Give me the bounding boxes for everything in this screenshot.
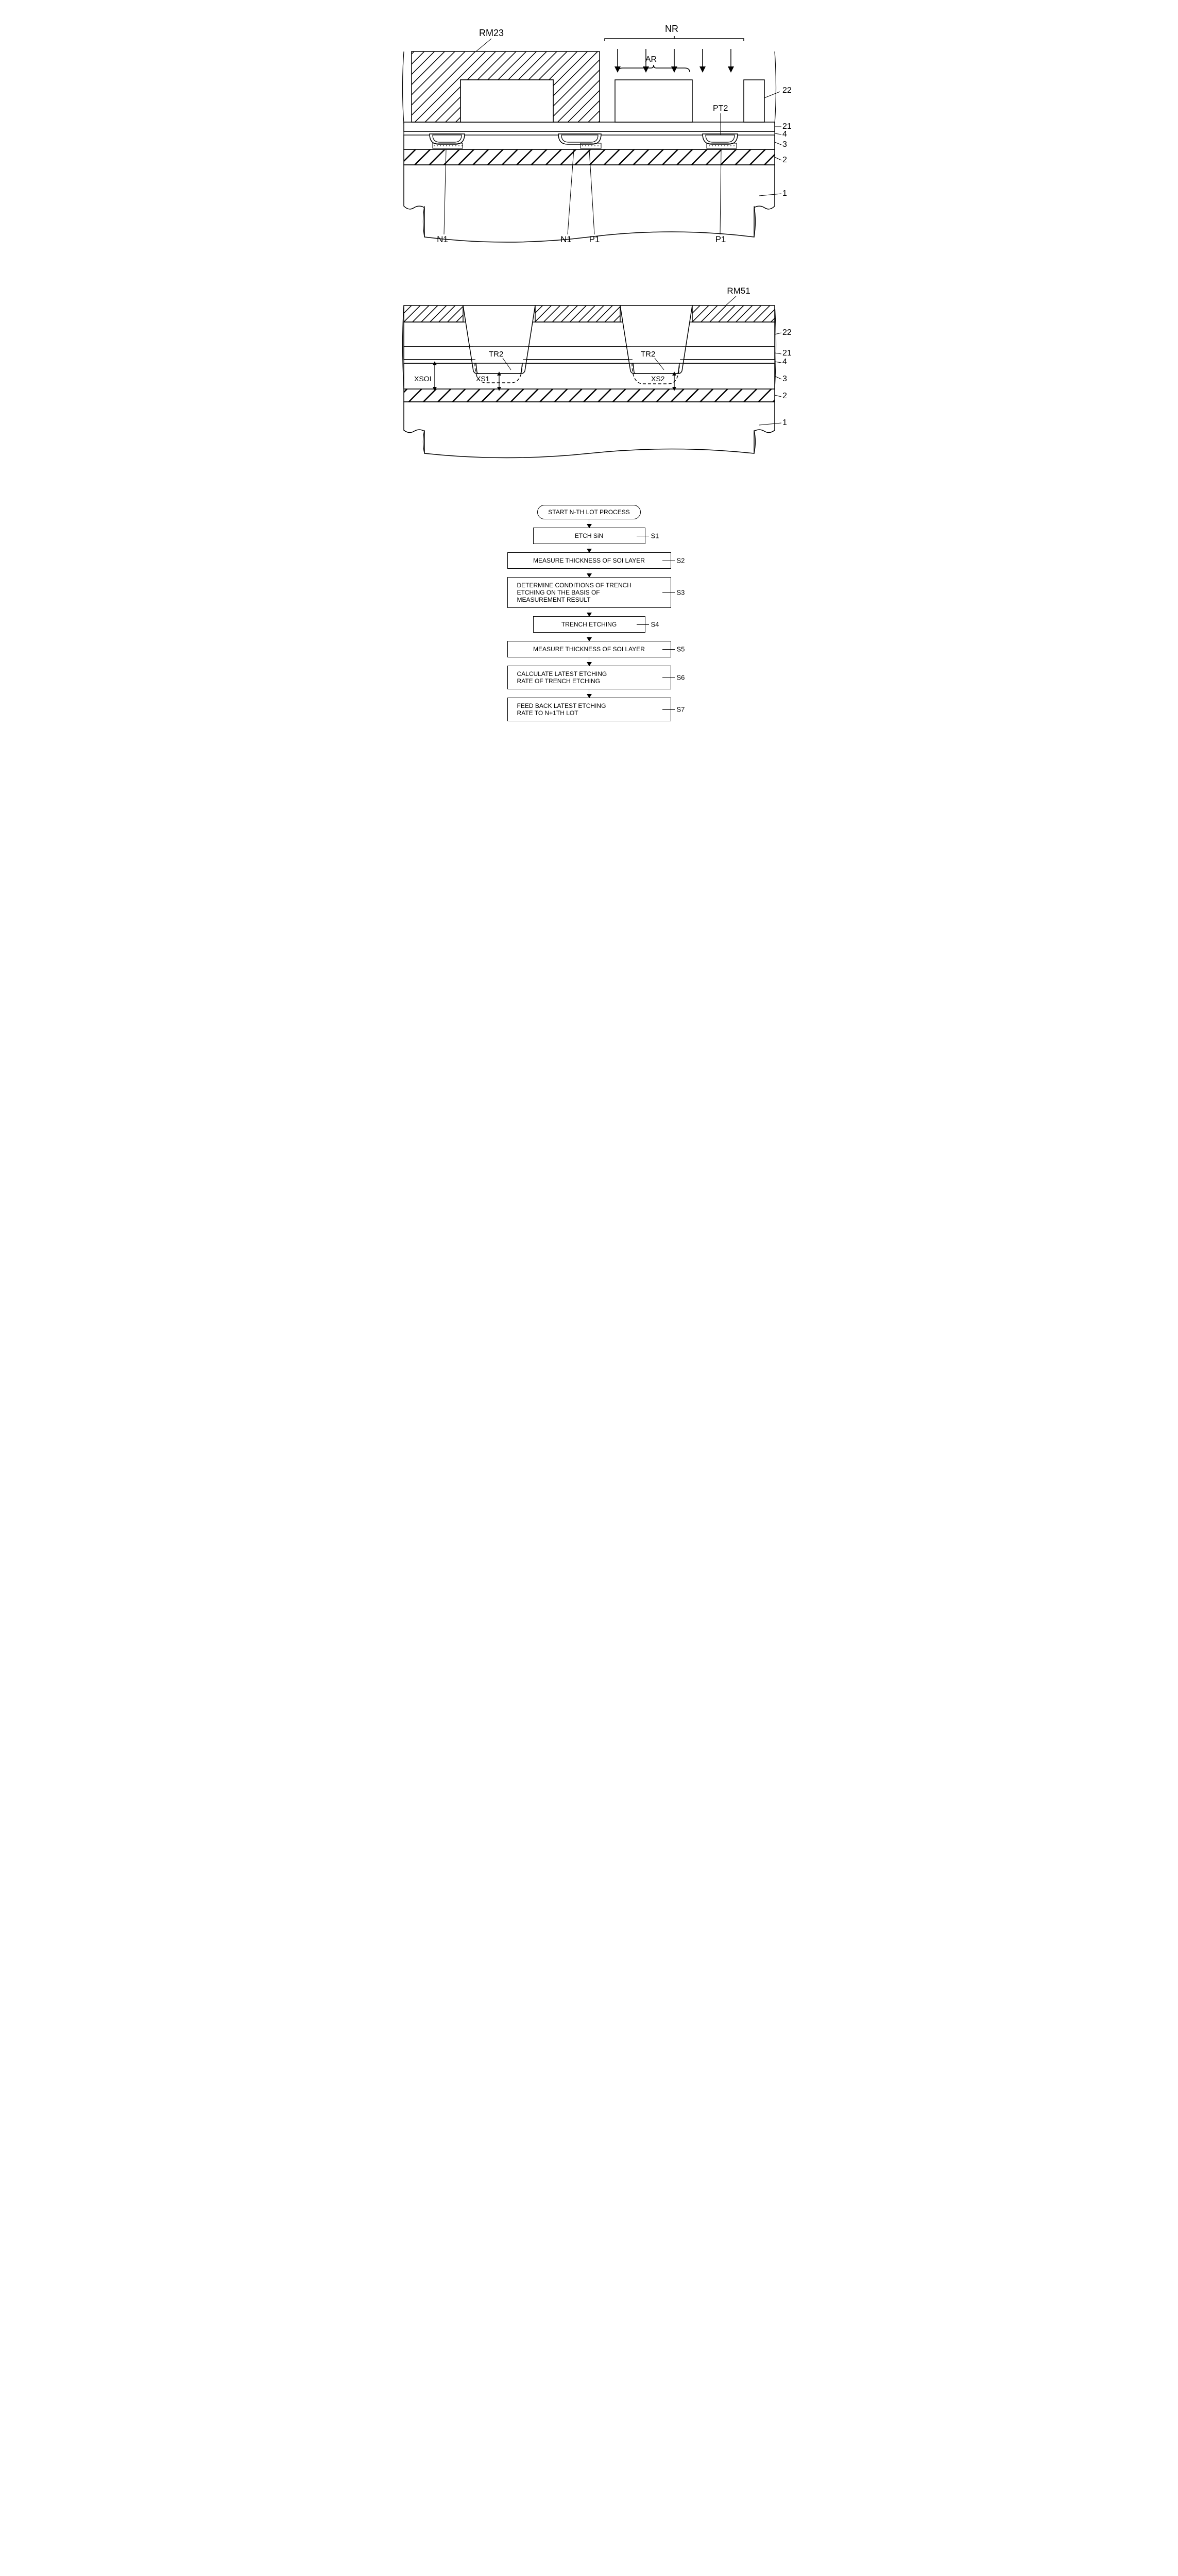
figure-1: NR AR RM23 [383,21,795,250]
flow-step-row: CALCULATE LATEST ETCHING RATE OF TRENCH … [507,666,671,689]
label-22: 22 [782,86,792,95]
nr-arrows [618,49,731,70]
box22-left [460,80,553,122]
rm23-leader [476,39,491,52]
f2-label-xs2: XS2 [651,375,665,383]
f2-label-tr2-left: TR2 [489,350,503,359]
step-leader [637,624,649,625]
well-n1-left-inner [433,135,462,142]
step-label-S7: S7 [677,706,685,714]
dot-mid [581,143,601,148]
label-2: 2 [782,156,787,164]
f2-label-2: 2 [782,392,787,400]
f2-rm51-left [404,306,463,322]
label-nr: NR [665,24,678,34]
label-rm23: RM23 [479,28,503,38]
f2-label-4: 4 [782,358,787,366]
f2-rm51-right [692,306,775,322]
flow-step-row: MEASURE THICKNESS OF SOI LAYERS2 [507,552,671,569]
flow-step-box-S2: MEASURE THICKNESS OF SOI LAYER [507,552,671,569]
dot-left [433,143,463,148]
step-label-S4: S4 [651,621,659,629]
step-label-S1: S1 [651,532,659,540]
flow-step-box-S5: MEASURE THICKNESS OF SOI LAYER [507,641,671,657]
flow-step-box-S4: TRENCH ETCHING [533,616,645,633]
f2-layer4 [404,360,775,363]
label-pt2: PT2 [713,104,728,113]
label-p1-mid: P1 [589,234,600,244]
figure-2-svg: RM51 TR2 TR2 XSOI XS1 XS2 22 [383,281,795,461]
f2-layer22 [404,322,775,347]
flow-step-row: DETERMINE CONDITIONS OF TRENCH ETCHING O… [507,577,671,608]
f2-rm51-mid [535,306,620,322]
flowchart: START N-TH LOT PROCESS ETCH SiN S1 MEASURE… [383,505,795,721]
f2-label-21: 21 [782,349,792,358]
flow-step-row: TRENCH ETCHING S4 [507,616,671,633]
step-leader [662,677,675,678]
step-leader [662,592,675,593]
f2-layer2 [404,389,775,402]
f2-layer3 [404,363,775,389]
ar-brace [618,65,690,72]
step-leader [662,649,675,650]
box22-mid [615,80,692,122]
box22-right [744,80,764,122]
f2-label-1: 1 [782,418,787,427]
layer-21 [404,122,775,131]
layer-1-substrate [404,165,775,242]
flow-step-row: ETCH SiN S1 [507,528,671,544]
flow-step-row: MEASURE THICKNESS OF SOI LAYERS5 [507,641,671,657]
label-3: 3 [782,140,787,149]
flow-step-row: FEED BACK LATEST ETCHING RATE TO N+1TH L… [507,698,671,721]
flow-start: START N-TH LOT PROCESS [537,505,640,519]
step-leader [662,709,675,710]
label-n1-mid: N1 [560,234,572,244]
step-label-S6: S6 [677,674,685,682]
f2-label-22: 22 [782,328,792,337]
figure-1-svg: NR AR RM23 [383,21,795,247]
f2-layer21 [404,347,775,360]
step-label-S5: S5 [677,646,685,653]
label-n1-left: N1 [437,234,448,244]
flow-step-box-S7: FEED BACK LATEST ETCHING RATE TO N+1TH L… [507,698,671,721]
label-1: 1 [782,189,787,198]
label-ar: AR [645,55,656,64]
f2-label-xsoi: XSOI [414,375,431,383]
nr-brace [605,36,744,41]
f2-layer1 [404,402,775,458]
f2-label-xs1: XS1 [476,375,490,383]
flow-step-box-S6: CALCULATE LATEST ETCHING RATE OF TRENCH … [507,666,671,689]
f2-label-tr2-right: TR2 [641,350,655,359]
label-p1-right: P1 [715,234,726,244]
step-label-S3: S3 [677,589,685,597]
step-label-S2: S2 [677,557,685,565]
well-right-inner [706,135,735,142]
f2-label-rm51: RM51 [727,286,750,296]
dot-right [707,143,737,148]
flow-step-box-S3: DETERMINE CONDITIONS OF TRENCH ETCHING O… [507,577,671,608]
well-mid-inner [561,135,598,142]
label-4: 4 [782,130,787,139]
flow-step-box-S1: ETCH SiN [533,528,645,544]
figure-2: RM51 TR2 TR2 XSOI XS1 XS2 22 [383,281,795,464]
f2-label-3: 3 [782,375,787,383]
page-container: NR AR RM23 [383,21,795,721]
